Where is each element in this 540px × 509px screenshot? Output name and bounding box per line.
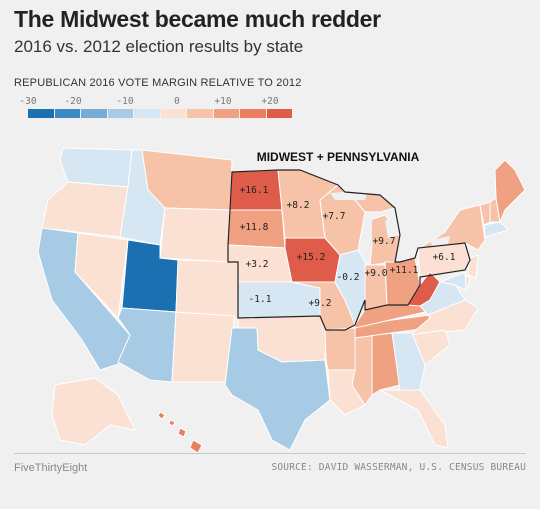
legend-tick: -10 xyxy=(116,96,134,107)
state-new-mexico xyxy=(171,311,235,383)
legend-swatch xyxy=(160,109,186,118)
state-wyoming xyxy=(159,207,231,263)
legend-swatch xyxy=(28,109,54,118)
legend-ticks: -30 -20 -10 0 +10 +20 xyxy=(0,96,300,110)
legend-swatch xyxy=(107,109,133,118)
state-arizona xyxy=(117,307,177,383)
state-colorado xyxy=(175,259,241,319)
legend-tick: +20 xyxy=(261,96,279,107)
legend-swatch xyxy=(187,109,213,118)
chart-title: The Midwest became much redder xyxy=(14,6,381,32)
legend-swatch xyxy=(134,109,160,118)
state-new-jersey xyxy=(467,254,479,279)
value-label-wisconsin: +7.7 xyxy=(323,211,346,222)
state-oregon xyxy=(41,181,129,238)
state-alaska xyxy=(51,377,136,446)
legend-swatch xyxy=(240,109,266,118)
value-label-minnesota: +8.2 xyxy=(287,200,310,211)
state-arkansas xyxy=(324,327,356,371)
state-georgia xyxy=(391,332,426,391)
value-labels: +16.1 +8.2 +7.7 +11.8 +9.7 +6.1 +15.2 +3… xyxy=(240,185,456,309)
value-label-kansas: -1.1 xyxy=(249,294,272,305)
legend-swatch xyxy=(213,109,239,118)
value-label-south-dakota: +11.8 xyxy=(240,222,269,233)
value-label-indiana: +9.0 xyxy=(365,268,388,279)
value-label-missouri: +9.2 xyxy=(309,298,332,309)
value-label-illinois: -0.2 xyxy=(337,272,360,283)
brand-label: FiveThirtyEight xyxy=(14,462,88,474)
value-label-nebraska: +3.2 xyxy=(246,259,269,270)
state-massachusetts xyxy=(483,221,509,238)
great-lakes xyxy=(330,190,450,262)
region-label: MIDWEST + PENNSYLVANIA xyxy=(257,150,420,164)
legend-tick: 0 xyxy=(174,96,180,107)
legend-tick: +10 xyxy=(214,96,232,107)
legend-swatch xyxy=(81,109,107,118)
states-layer xyxy=(37,147,526,454)
legend-tick: -30 xyxy=(19,96,37,107)
chart-subtitle: 2016 vs. 2012 election results by state xyxy=(14,37,304,56)
footer-divider xyxy=(14,453,526,454)
legend-title: REPUBLICAN 2016 VOTE MARGIN RELATIVE TO … xyxy=(14,77,302,89)
legend-swatch xyxy=(266,109,292,118)
state-texas xyxy=(224,327,331,451)
state-washington xyxy=(59,147,133,188)
value-label-michigan: +9.7 xyxy=(373,236,396,247)
value-label-pennsylvania: +6.1 xyxy=(433,252,456,263)
value-label-iowa: +15.2 xyxy=(297,252,326,263)
state-hawaii xyxy=(157,411,203,454)
state-maryland xyxy=(438,271,467,291)
midwest-outline xyxy=(227,169,471,331)
legend-color-scale xyxy=(28,109,293,118)
value-label-north-dakota: +16.1 xyxy=(240,185,269,196)
legend-swatch xyxy=(54,109,80,118)
state-florida xyxy=(379,389,449,449)
state-north-carolina xyxy=(408,299,479,336)
source-credit: SOURCE: DAVID WASSERMAN, U.S. CENSUS BUR… xyxy=(271,462,526,473)
legend-tick: -20 xyxy=(64,96,82,107)
state-maine xyxy=(494,159,526,224)
state-new-york xyxy=(419,204,486,251)
value-label-ohio: +11.1 xyxy=(390,265,419,276)
